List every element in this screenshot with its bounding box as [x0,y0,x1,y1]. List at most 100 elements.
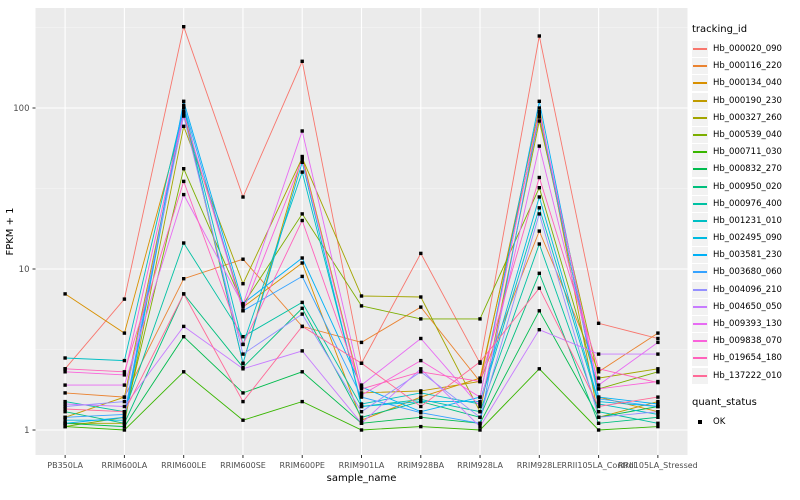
legend-title-quant-status: quant_status [692,396,757,408]
legend-item-label: Hb_000020_090 [713,44,782,54]
data-point [419,305,423,309]
data-point [656,410,660,414]
legend-key-line-icon [692,92,708,109]
data-point [419,358,423,363]
data-point [241,303,245,307]
data-point [300,312,304,316]
data-point [359,385,364,389]
data-point [419,367,423,371]
data-point [122,424,127,429]
data-point [596,383,601,387]
data-point [478,428,482,432]
data-point [537,367,541,371]
y-axis-title: FPKM + 1 [5,207,16,255]
legend-item-label: Hb_004096_210 [713,284,782,295]
data-point [478,410,482,414]
data-point [241,391,245,395]
data-point [241,342,245,347]
data-point [478,404,482,409]
data-point [359,395,364,399]
legend-item-label: Hb_000327_260 [713,112,782,123]
data-point [596,410,601,414]
data-point [122,421,127,425]
x-tick-label: RRII105LA_Stressed [618,461,698,470]
legend-item-label: Hb_000190_230 [713,95,782,106]
data-point [537,229,541,233]
data-point [419,415,423,419]
data-point [359,402,364,406]
axes: 1 10 100 PB350LA RRIM600LA RRIM600LE RRIM600SE… [5,104,698,484]
legend-item-label: Hb_000134_040 [713,78,782,89]
data-point [537,309,541,313]
legend-item-Hb_009838_070: Hb_009838_070 [692,333,798,350]
data-point [596,399,601,404]
data-point [656,402,660,406]
data-point [596,421,601,425]
x-tick-label: RRIM600SE [220,461,266,470]
x-tick-label: RRII105LA_Control [562,461,636,470]
legend-item-Hb_000976_400: Hb_000976_400 [692,195,798,212]
data-point [537,109,541,114]
data-point [300,349,304,353]
data-point [419,424,423,429]
data-point [300,129,304,133]
legend-item-Hb_137222_010: Hb_137222_010 [692,367,798,384]
quant-status-legend: quant_status OK [692,397,798,431]
legend-key-line-icon [692,109,708,126]
data-point [478,399,482,404]
legend-item-label: Hb_000116_220 [713,61,782,72]
legend-item-label: Hb_002495_090 [713,233,782,244]
data-point [359,404,364,409]
data-point [537,112,541,116]
x-tick-label: RRIM600LA [102,461,148,470]
data-point [122,331,127,335]
data-point [419,336,423,341]
data-point [596,404,601,409]
data-point [63,407,67,411]
data-point [359,387,364,391]
legend-item-Hb_000116_220: Hb_000116_220 [692,58,798,75]
legend-item-label: Hb_004650_050 [713,301,782,312]
data-point [596,376,601,380]
tracking-id-legend-items: Hb_000020_090 Hb_000116_220 Hb_000134_040 H… [692,41,798,385]
data-point [596,415,601,419]
legend-key-line-icon [692,247,708,264]
data-point [122,415,127,419]
data-point [656,421,660,425]
data-point [419,399,423,404]
data-point [596,370,601,374]
legend-item-Hb_003680_060: Hb_003680_060 [692,264,798,281]
legend-item-Hb_019654_180: Hb_019654_180 [692,350,798,367]
data-point [656,370,660,374]
legend-key-line-icon [692,212,708,229]
x-tick-label: RRIM901LA [339,461,385,470]
data-point [63,410,67,414]
legend-key-line-icon [692,281,708,298]
data-point [537,212,541,216]
data-point [419,391,423,395]
legend-key-line-icon [692,178,708,195]
data-point [537,186,541,190]
data-point [359,421,364,425]
data-point [300,274,304,279]
data-point [182,103,186,107]
legend-item-label: Hb_009838_070 [713,336,782,347]
data-point [359,294,364,298]
data-point [122,373,127,377]
data-point [300,370,304,374]
data-point [182,335,186,339]
legend-item-label: Hb_000539_040 [713,129,782,140]
data-point [182,106,186,110]
data-point [122,418,127,422]
data-point [300,256,304,260]
data-point [300,218,304,223]
data-point [537,242,541,246]
data-point [300,59,304,63]
data-point [122,410,127,414]
x-axis-title: sample_name [327,473,397,484]
data-point [478,395,482,399]
data-point [182,99,186,103]
legend-item-Hb_002495_090: Hb_002495_090 [692,230,798,247]
data-point [241,195,245,199]
data-point [300,399,304,404]
